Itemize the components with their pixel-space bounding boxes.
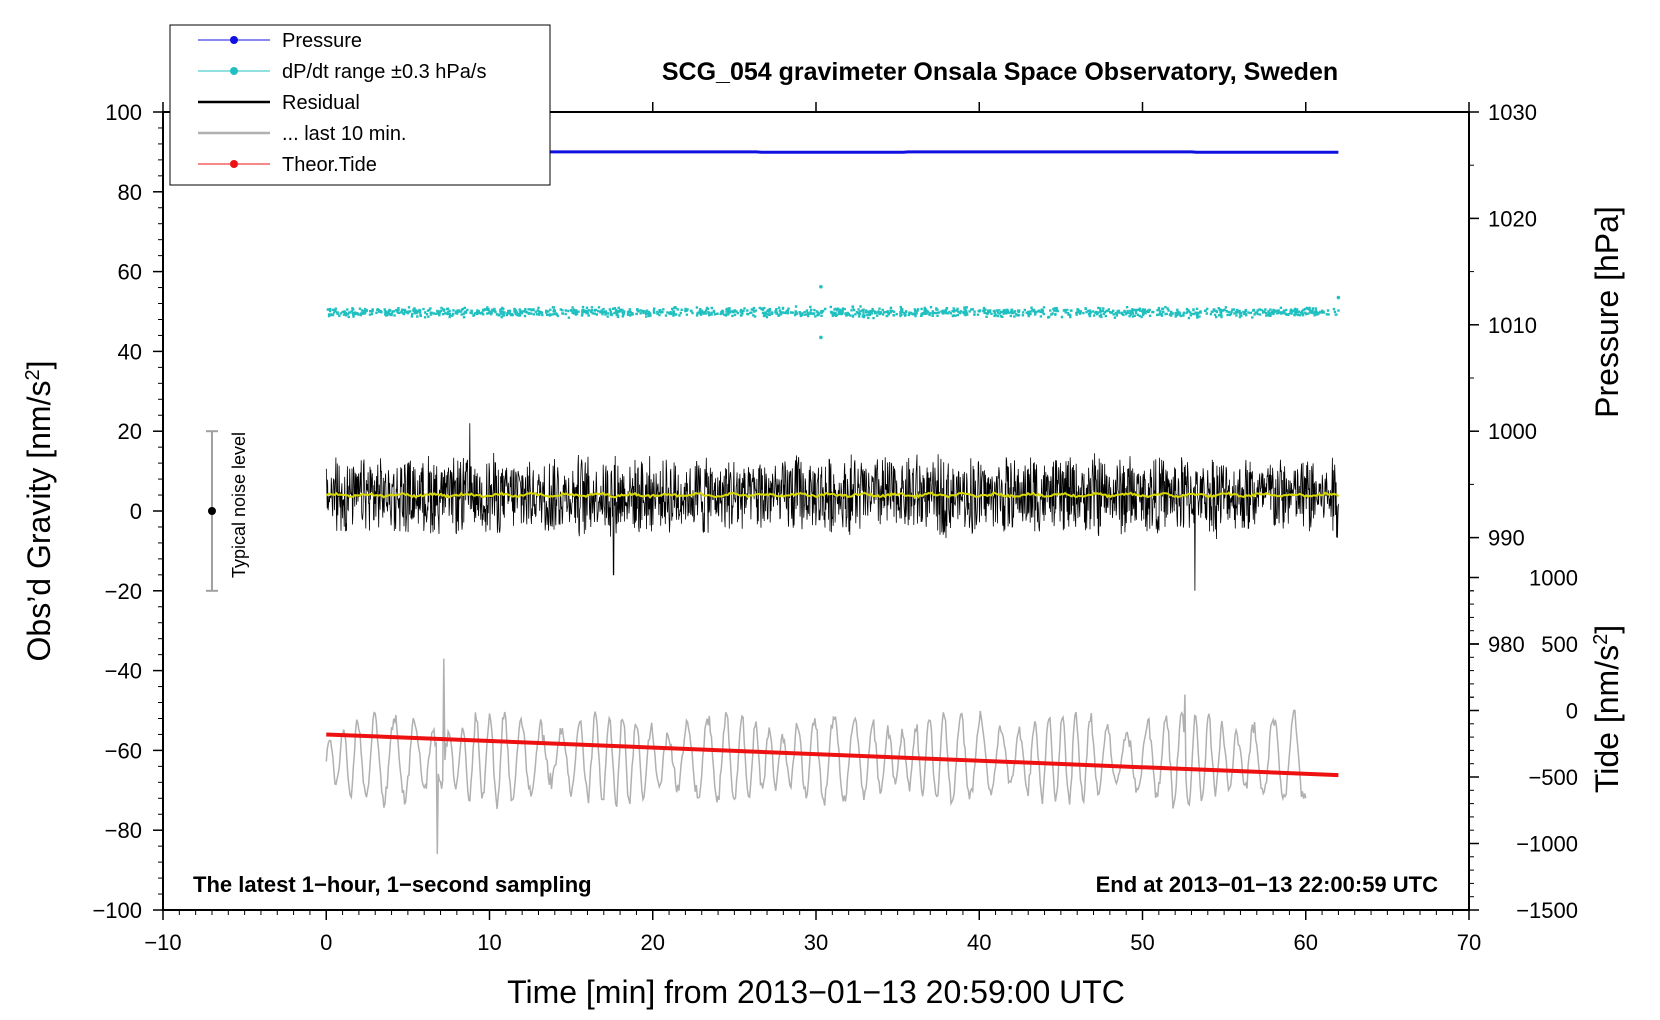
y-tick-label: −80 (105, 818, 142, 843)
corner-left-note: The latest 1−hour, 1−second sampling (193, 872, 592, 897)
pressure-tick-label: 1030 (1488, 100, 1537, 125)
tide-tick-label: −1000 (1516, 832, 1578, 857)
x-tick-label: 10 (477, 930, 501, 955)
tide-axis-title-end: ] (1589, 625, 1625, 634)
legend-label: Theor.Tide (282, 154, 377, 176)
legend-label: ... last 10 min. (282, 123, 407, 145)
x-tick-label: 60 (1294, 930, 1318, 955)
chart-title: SCG_054 gravimeter Onsala Space Observat… (662, 58, 1338, 86)
tide-tick-label: −500 (1528, 765, 1578, 790)
tide-tick-label: 0 (1566, 699, 1578, 724)
tide-tick-label: −1500 (1516, 898, 1578, 923)
dpdt-outlier (819, 284, 823, 289)
y-tick-label: 80 (118, 180, 142, 205)
legend: Pressure dP/dt range ±0.3 hPa/s Residual..… (169, 24, 551, 186)
tide-axis-title-main: Tide [nm/s (1589, 645, 1625, 793)
y-axis-title: Obs’d Gravity [nm/s2] (21, 361, 57, 662)
last-10-min-line (325, 658, 1307, 855)
series-residual (325, 423, 1339, 591)
legend-marker (230, 160, 238, 168)
tick-labels: −10 0 10 20 30 40 50 60 70−100−80−60−40−20020406… (92, 100, 1578, 955)
y-tick-label: −20 (105, 579, 142, 604)
y-tick-label: 0 (130, 499, 142, 524)
dpdt-outlier (819, 335, 823, 340)
noise-level-indicator (205, 430, 218, 592)
y-tick-label: 40 (118, 339, 142, 364)
series-last-10-min (325, 658, 1307, 855)
tide-tick-label: 500 (1541, 632, 1578, 657)
dpdt-points (326, 305, 1340, 320)
theor-tide-line (326, 732, 1339, 778)
legend-marker (230, 67, 238, 75)
tide-axis-title-sup: 2 (1590, 634, 1612, 645)
legend-label: dP/dt range ±0.3 hPa/s (282, 61, 486, 83)
y-tick-label: 20 (118, 419, 142, 444)
pressure-tick-label: 1010 (1488, 313, 1537, 338)
x-tick-label: −10 (144, 930, 181, 955)
y-tick-label: −60 (105, 738, 142, 763)
pressure-tick-label: 1000 (1488, 419, 1537, 444)
x-tick-label: 50 (1130, 930, 1154, 955)
noise-level-label: Typical noise level (229, 432, 249, 578)
y-axis-title-end: ] (21, 361, 57, 370)
series-dpdt (326, 284, 1341, 340)
residual-line (325, 423, 1339, 591)
y-axis-title-main: Obs’d Gravity [nm/s (21, 381, 57, 662)
pressure-tick-label: 990 (1488, 526, 1525, 551)
noise-center-dot (207, 507, 216, 515)
x-tick-label: 20 (641, 930, 665, 955)
pressure-axis-title: Pressure [hPa] (1589, 206, 1625, 418)
y-tick-label: 60 (118, 260, 142, 285)
tide-tick-label: 1000 (1529, 565, 1578, 590)
x-tick-label: 70 (1457, 930, 1481, 955)
series-theor-tide (326, 732, 1339, 778)
corner-right-note: End at 2013−01−13 22:00:59 UTC (1096, 872, 1439, 897)
legend-label: Pressure (282, 30, 362, 52)
ticks (153, 102, 1479, 920)
pressure-tick-label: 980 (1488, 632, 1525, 657)
x-tick-label: 30 (804, 930, 828, 955)
residual-smoothed-line (325, 491, 1340, 499)
y-tick-label: 100 (105, 100, 142, 125)
legend-items: Pressure dP/dt range ±0.3 hPa/s Residual..… (198, 30, 486, 176)
legend-box (169, 24, 551, 186)
legend-label: Residual (282, 92, 360, 114)
legend-marker (230, 36, 238, 44)
y-tick-label: −100 (92, 898, 142, 923)
y-axis-title-sup: 2 (22, 369, 44, 380)
x-axis-title: Time [min] from 2013−01−13 20:59:00 UTC (507, 974, 1125, 1010)
dpdt-outlier (1336, 295, 1341, 300)
tide-axis-title: Tide [nm/s2] (1589, 625, 1625, 793)
series-residual-smoothed (325, 491, 1340, 499)
y-tick-label: −40 (105, 659, 142, 684)
x-tick-label: 0 (320, 930, 332, 955)
pressure-tick-label: 1020 (1488, 206, 1537, 231)
x-tick-label: 40 (967, 930, 991, 955)
